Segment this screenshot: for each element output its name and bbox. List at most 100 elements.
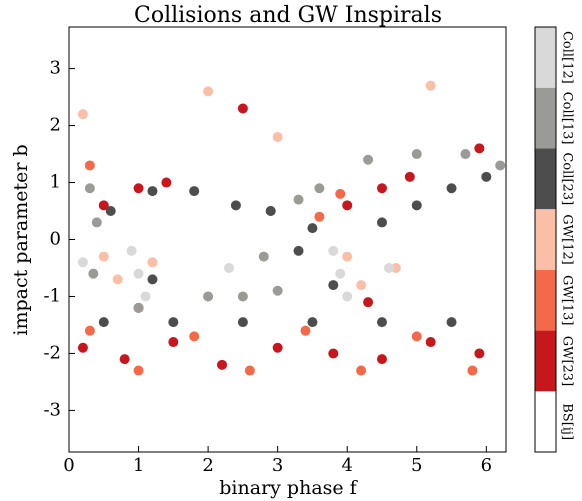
point [293, 245, 304, 256]
point [84, 183, 95, 194]
point [411, 200, 422, 211]
point [363, 297, 374, 308]
x-tick-label: 0 [63, 455, 74, 476]
point [147, 186, 158, 197]
point [404, 171, 415, 182]
point [223, 262, 234, 273]
point [272, 342, 283, 353]
point [77, 109, 88, 120]
y-tick-label: -3 [43, 399, 61, 420]
point [474, 143, 485, 154]
legend-label: Coll[13] [560, 92, 575, 145]
point [335, 268, 346, 279]
point [77, 342, 88, 353]
point [300, 325, 311, 336]
point [237, 291, 248, 302]
point [98, 317, 109, 328]
point [383, 262, 394, 273]
point [376, 317, 387, 328]
x-tick-label: 3 [272, 455, 283, 476]
point [328, 280, 339, 291]
point [446, 317, 457, 328]
point [342, 291, 353, 302]
point [203, 291, 214, 302]
point [98, 200, 109, 211]
point [237, 317, 248, 328]
legend-label: GW[23] [560, 336, 575, 386]
y-tick-label: -2 [43, 342, 61, 363]
plot-frame [68, 26, 507, 453]
x-tick-label: 6 [481, 455, 492, 476]
point [91, 217, 102, 228]
colorbar-frame [534, 26, 557, 453]
point [244, 365, 255, 376]
point [307, 223, 318, 234]
point [203, 86, 214, 97]
point [189, 331, 200, 342]
x-tick-label: 4 [341, 455, 352, 476]
point [376, 354, 387, 365]
point [147, 274, 158, 285]
point [168, 317, 179, 328]
legend-label: Coll[12] [560, 31, 575, 84]
x-axis-label: binary phase f [219, 477, 358, 499]
x-tick-label: 5 [411, 455, 422, 476]
point [105, 206, 116, 217]
colorbar-swatch [535, 27, 556, 88]
point [77, 257, 88, 268]
point [133, 183, 144, 194]
y-axis-label: impact parameter b [10, 144, 32, 335]
point [342, 200, 353, 211]
point [230, 200, 241, 211]
point [376, 183, 387, 194]
point [411, 149, 422, 160]
point [481, 171, 492, 182]
colorbar-swatch [535, 148, 556, 210]
point [217, 359, 228, 370]
point [98, 251, 109, 262]
colorbar-swatch [535, 209, 556, 270]
x-tick-label: 1 [133, 455, 144, 476]
point [425, 337, 436, 348]
point [356, 280, 367, 291]
point [147, 257, 158, 268]
point [119, 354, 130, 365]
legend-label: GW[13] [560, 275, 575, 325]
point [237, 103, 248, 114]
legend-label: Coll[23] [560, 152, 575, 205]
y-tick-label: 3 [50, 58, 61, 79]
point [189, 186, 200, 197]
point [474, 348, 485, 359]
point [293, 194, 304, 205]
point [314, 183, 325, 194]
point [161, 177, 172, 188]
point [411, 331, 422, 342]
point [363, 154, 374, 165]
point [272, 131, 283, 142]
y-tick-label: -1 [43, 285, 61, 306]
point [460, 149, 471, 160]
point [328, 348, 339, 359]
point [356, 365, 367, 376]
point [84, 160, 95, 171]
point [495, 160, 506, 171]
point [467, 365, 478, 376]
point [272, 285, 283, 296]
point [314, 211, 325, 222]
point [133, 365, 144, 376]
legend-label: BS[ij] [560, 403, 575, 440]
point [390, 262, 401, 273]
colorbar-swatch [535, 87, 556, 149]
y-tick-label: 2 [50, 115, 61, 136]
point [446, 183, 457, 194]
point [307, 317, 318, 328]
point [140, 291, 151, 302]
point [328, 245, 339, 256]
colorbar-swatch [535, 330, 556, 392]
chart-title: Collisions and GW Inspirals [134, 3, 442, 28]
colorbar-swatch [535, 269, 556, 331]
point [342, 251, 353, 262]
point [84, 325, 95, 336]
point [258, 251, 269, 262]
